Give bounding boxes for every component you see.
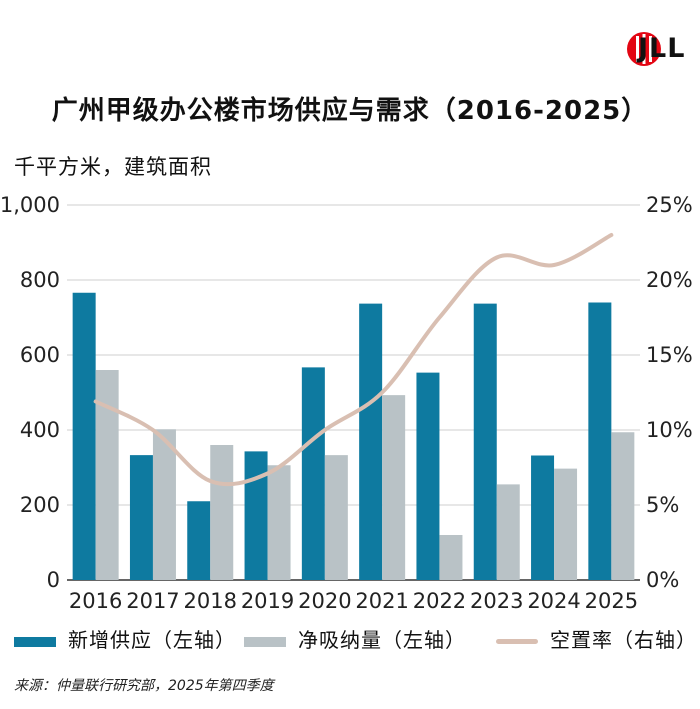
x-tick-label: 2017 (126, 589, 179, 613)
bar-supply (531, 455, 555, 580)
x-tick-label: 2021 (355, 589, 408, 613)
bar-absorption (611, 432, 635, 580)
bar-absorption (324, 455, 348, 580)
bar-supply (72, 292, 96, 580)
x-tick-label: 2024 (527, 589, 580, 613)
legend-item-vacancy: 空置率（右轴） (496, 625, 697, 655)
bar-absorption (496, 484, 520, 580)
bar-supply (244, 451, 268, 580)
legend: 新增供应（左轴） 净吸纳量（左轴） 空置率（右轴） (8, 625, 698, 657)
vacancy-rate-line (93, 233, 614, 487)
x-tick-label: 2018 (184, 589, 237, 613)
legend-label-absorption: 净吸纳量（左轴） (298, 628, 466, 652)
legend-swatch-vacancy (496, 639, 538, 644)
legend-label-vacancy: 空置率（右轴） (550, 628, 697, 652)
bar-absorption (95, 370, 119, 580)
legend-swatch-absorption (244, 636, 286, 647)
bars (72, 292, 635, 580)
x-tick-label: 2019 (241, 589, 294, 613)
right-tick-label: 15% (646, 343, 693, 367)
left-tick-label: 600 (20, 343, 60, 367)
bar-absorption (210, 445, 234, 580)
chart-title: 广州甲级办公楼市场供应与需求（2016-2025） (51, 96, 649, 126)
right-tick-label: 5% (646, 493, 679, 517)
bar-supply (359, 303, 383, 580)
x-tick-label: 2022 (413, 589, 466, 613)
right-tick-label: 25% (646, 193, 693, 217)
left-tick-label: 0 (47, 568, 60, 592)
vacancy-line (93, 233, 614, 487)
bar-supply (187, 501, 211, 580)
left-tick-label: 400 (20, 418, 60, 442)
bar-absorption (152, 429, 176, 580)
jll-logo-icon (627, 32, 661, 66)
bar-supply (301, 367, 325, 580)
bar-absorption (554, 468, 578, 580)
bar-supply (473, 303, 497, 580)
legend-swatch-supply (14, 636, 56, 647)
left-tick-label: 800 (20, 268, 60, 292)
left-tick-label: 1,000 (0, 193, 60, 217)
bar-supply (588, 302, 612, 580)
bar-supply (129, 455, 153, 580)
legend-label-supply: 新增供应（左轴） (68, 628, 236, 652)
x-tick-label: 2023 (470, 589, 523, 613)
bar-absorption (267, 465, 291, 580)
x-tick-label: 2016 (69, 589, 122, 613)
x-tick-label: 2020 (298, 589, 351, 613)
right-tick-label: 0% (646, 568, 679, 592)
legend-item-absorption: 净吸纳量（左轴） (244, 625, 466, 655)
x-tick-label: 2025 (585, 589, 638, 613)
bar-supply (416, 372, 440, 580)
legend-item-supply: 新增供应（左轴） (14, 625, 236, 655)
logo-text: JLL (638, 33, 686, 64)
left-tick-label: 200 (20, 493, 60, 517)
bar-absorption (439, 535, 463, 580)
source-note: 来源：仲量联行研究部，2025年第四季度 (14, 678, 274, 694)
right-tick-label: 20% (646, 268, 693, 292)
right-tick-label: 10% (646, 418, 693, 442)
unit-label: 千平方米，建筑面积 (14, 155, 212, 179)
bar-absorption (382, 395, 406, 580)
